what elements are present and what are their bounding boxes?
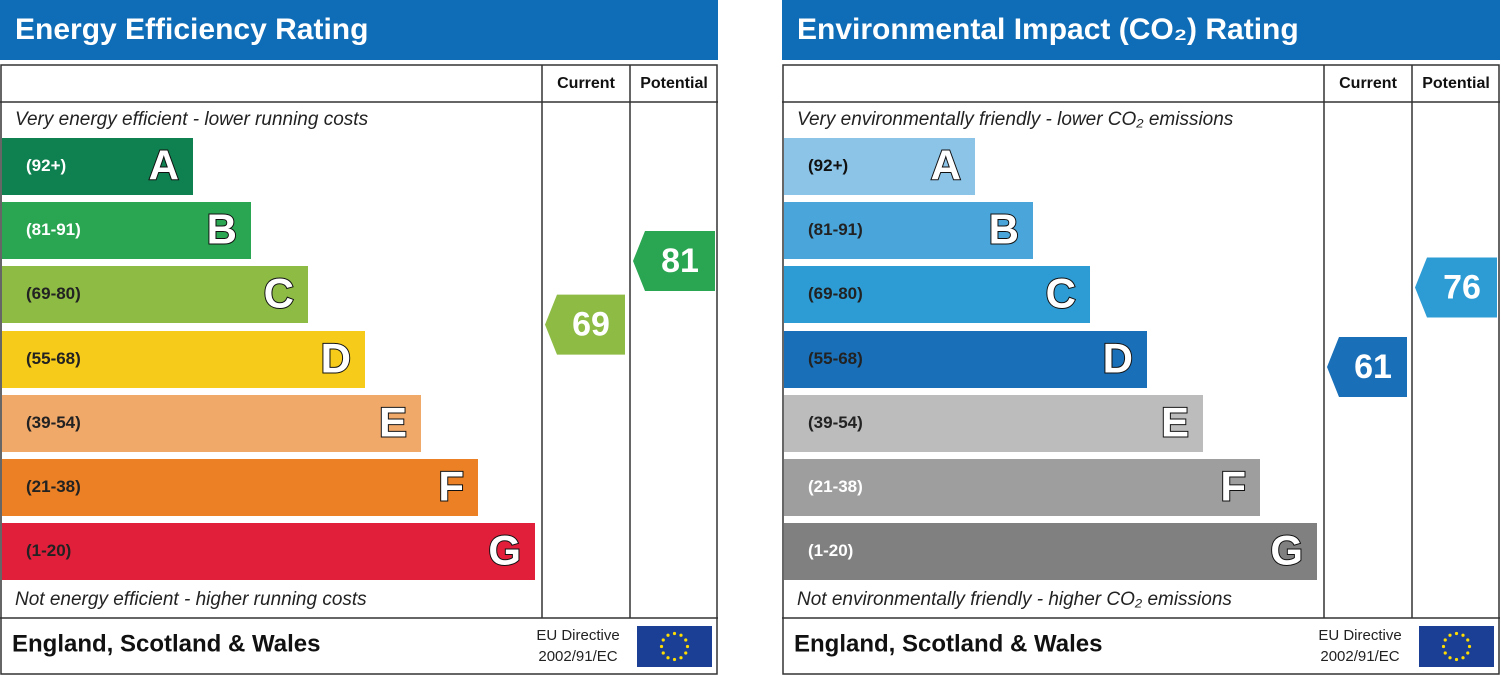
eu-star xyxy=(1448,633,1452,637)
rating-value: 76 xyxy=(1443,268,1481,306)
band-range: (92+) xyxy=(26,156,66,175)
eu-star xyxy=(661,638,665,642)
directive-line: EU Directive xyxy=(536,627,619,644)
rating-band xyxy=(784,202,1033,259)
eu-star xyxy=(1466,638,1470,642)
panel-title: Energy Efficiency Rating xyxy=(15,13,368,46)
rating-band xyxy=(2,395,421,452)
band-letter: G xyxy=(1270,527,1303,574)
band-range: (69-80) xyxy=(26,284,81,303)
eu-star xyxy=(685,644,690,649)
rating-band xyxy=(784,138,975,195)
rating-arrow xyxy=(1327,337,1407,397)
band-letter: G xyxy=(488,527,521,574)
rating-band xyxy=(2,266,308,323)
eu-star xyxy=(1443,651,1447,655)
eu-star xyxy=(1461,633,1465,637)
eu-star xyxy=(1441,644,1446,649)
band-letter: D xyxy=(1103,335,1133,382)
directive-line: 2002/91/EC xyxy=(538,648,617,665)
band-range: (55-68) xyxy=(26,349,81,368)
frame xyxy=(0,64,718,675)
rating-value: 61 xyxy=(1354,348,1392,386)
eu-star xyxy=(672,657,677,662)
rating-value: 81 xyxy=(661,242,699,280)
eu-star xyxy=(684,651,688,655)
eu-star xyxy=(1466,651,1470,655)
band-letter: A xyxy=(931,142,961,189)
band-range: (21-38) xyxy=(808,477,863,496)
rating-band xyxy=(784,459,1260,516)
column-header: Current xyxy=(557,75,615,92)
column-header: Potential xyxy=(640,75,708,92)
rating-band xyxy=(784,266,1090,323)
band-range: (81-91) xyxy=(26,220,81,239)
band-range: (55-68) xyxy=(808,349,863,368)
band-letter: B xyxy=(989,206,1019,253)
band-range: (92+) xyxy=(808,156,848,175)
rating-band xyxy=(2,202,251,259)
rating-band xyxy=(784,395,1203,452)
eu-star xyxy=(684,638,688,642)
rating-band xyxy=(2,138,193,195)
eu-star xyxy=(666,633,670,637)
top-note: Very environmentally friendly - lower CO… xyxy=(797,109,1234,130)
band-range: (81-91) xyxy=(808,220,863,239)
title-bar xyxy=(0,0,718,60)
band-range: (21-38) xyxy=(26,477,81,496)
directive-line: EU Directive xyxy=(1318,627,1401,644)
eu-star xyxy=(1454,657,1459,662)
bottom-note: Not environmentally friendly - higher CO… xyxy=(797,589,1232,610)
country: England, Scotland & Wales xyxy=(12,630,320,657)
band-letter: F xyxy=(438,463,464,510)
panel-title: Environmental Impact (CO₂) Rating xyxy=(797,13,1299,46)
bottom-note: Not energy efficient - higher running co… xyxy=(15,589,367,610)
rating-value: 69 xyxy=(572,306,610,344)
rating-arrow xyxy=(633,231,715,291)
eu-star xyxy=(666,656,670,660)
band-letter: C xyxy=(264,270,294,317)
directive-line: 2002/91/EC xyxy=(1320,648,1399,665)
eu-star xyxy=(1443,638,1447,642)
band-letter: E xyxy=(379,399,407,446)
band-range: (69-80) xyxy=(808,284,863,303)
band-range: (39-54) xyxy=(808,413,863,432)
band-range: (39-54) xyxy=(26,413,81,432)
rating-arrow xyxy=(545,294,625,355)
band-letter: D xyxy=(321,335,351,382)
top-note: Very energy efficient - lower running co… xyxy=(15,109,369,130)
rating-band xyxy=(2,331,365,388)
band-letter: B xyxy=(207,206,237,253)
eu-star xyxy=(1467,644,1472,649)
rating-band xyxy=(784,523,1317,580)
column-header: Potential xyxy=(1422,75,1490,92)
rating-band xyxy=(2,459,478,516)
title-bar xyxy=(782,0,1500,60)
eu-star xyxy=(1461,656,1465,660)
eu-star xyxy=(661,651,665,655)
eu-star xyxy=(1448,656,1452,660)
rating-band xyxy=(2,523,535,580)
band-letter: A xyxy=(149,142,179,189)
rating-band xyxy=(784,331,1147,388)
band-range: (1-20) xyxy=(808,541,853,560)
band-letter: F xyxy=(1220,463,1246,510)
band-letter: C xyxy=(1046,270,1076,317)
band-letter: E xyxy=(1161,399,1189,446)
eu-star xyxy=(679,633,683,637)
eu-star xyxy=(1454,631,1459,636)
rating-arrow xyxy=(1415,257,1497,318)
country: England, Scotland & Wales xyxy=(794,630,1102,657)
frame xyxy=(782,64,1500,675)
eu-star xyxy=(659,644,664,649)
column-header: Current xyxy=(1339,75,1397,92)
eu-star xyxy=(679,656,683,660)
band-range: (1-20) xyxy=(26,541,71,560)
eu-star xyxy=(672,631,677,636)
